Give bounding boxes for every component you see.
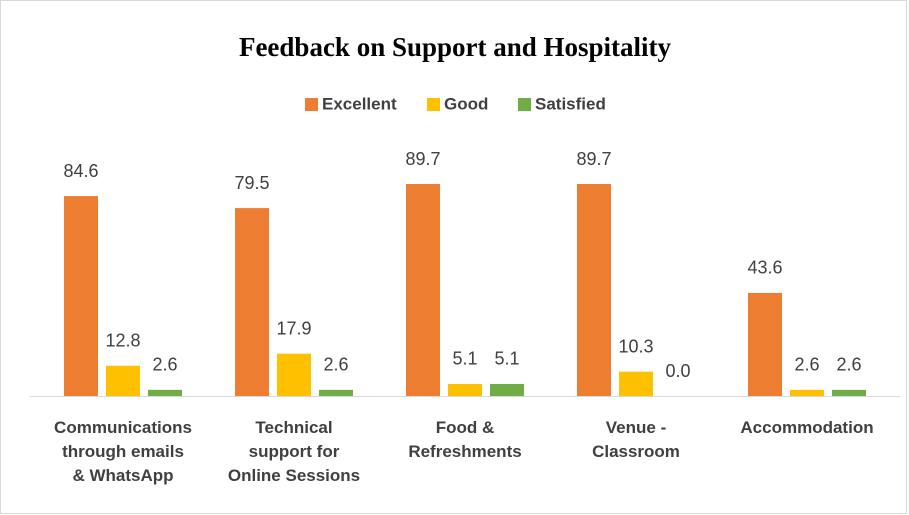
- data-label: 17.9: [276, 318, 311, 338]
- legend-swatch: [518, 98, 531, 111]
- legend-label: Satisfied: [535, 94, 606, 113]
- legend-swatch: [305, 98, 318, 111]
- bar: [319, 389, 353, 396]
- data-label: 89.7: [576, 149, 611, 169]
- bar: [235, 208, 269, 396]
- data-label: 5.1: [494, 349, 519, 369]
- data-label: 2.6: [152, 355, 177, 375]
- data-label: 0.0: [665, 361, 690, 381]
- bar: [832, 389, 866, 396]
- legend-swatch: [427, 98, 440, 111]
- bar: [619, 371, 653, 396]
- data-label: 84.6: [63, 161, 98, 181]
- bar: [448, 383, 482, 396]
- data-label: 2.6: [836, 355, 861, 375]
- bar: [277, 353, 311, 396]
- data-label: 2.6: [323, 355, 348, 375]
- data-label: 2.6: [794, 355, 819, 375]
- legend-label: Good: [444, 94, 488, 113]
- x-tick-label: Food & Refreshments: [408, 418, 522, 461]
- data-label: 43.6: [747, 258, 782, 278]
- legend-label: Excellent: [322, 94, 397, 113]
- data-label: 79.5: [234, 173, 269, 193]
- bar: [106, 365, 140, 396]
- bar: [64, 196, 98, 396]
- data-label: 12.8: [105, 330, 140, 350]
- x-tick-label: Accommodation: [740, 418, 874, 437]
- data-label: 5.1: [452, 349, 477, 369]
- bar: [148, 389, 182, 396]
- x-tick-label: Technical support for Online Sessions: [227, 418, 361, 485]
- bar: [577, 184, 611, 396]
- data-label: 10.3: [618, 336, 653, 356]
- bar: [790, 389, 824, 396]
- x-tick-label: Venue - Classroom: [592, 418, 680, 461]
- chart-title: Feedback on Support and Hospitality: [239, 32, 672, 62]
- bar: [406, 184, 440, 396]
- bar: [748, 292, 782, 396]
- data-label: 89.7: [405, 149, 440, 169]
- bar: [490, 383, 524, 396]
- x-tick-label: Communications through emails & WhatsApp: [54, 418, 192, 485]
